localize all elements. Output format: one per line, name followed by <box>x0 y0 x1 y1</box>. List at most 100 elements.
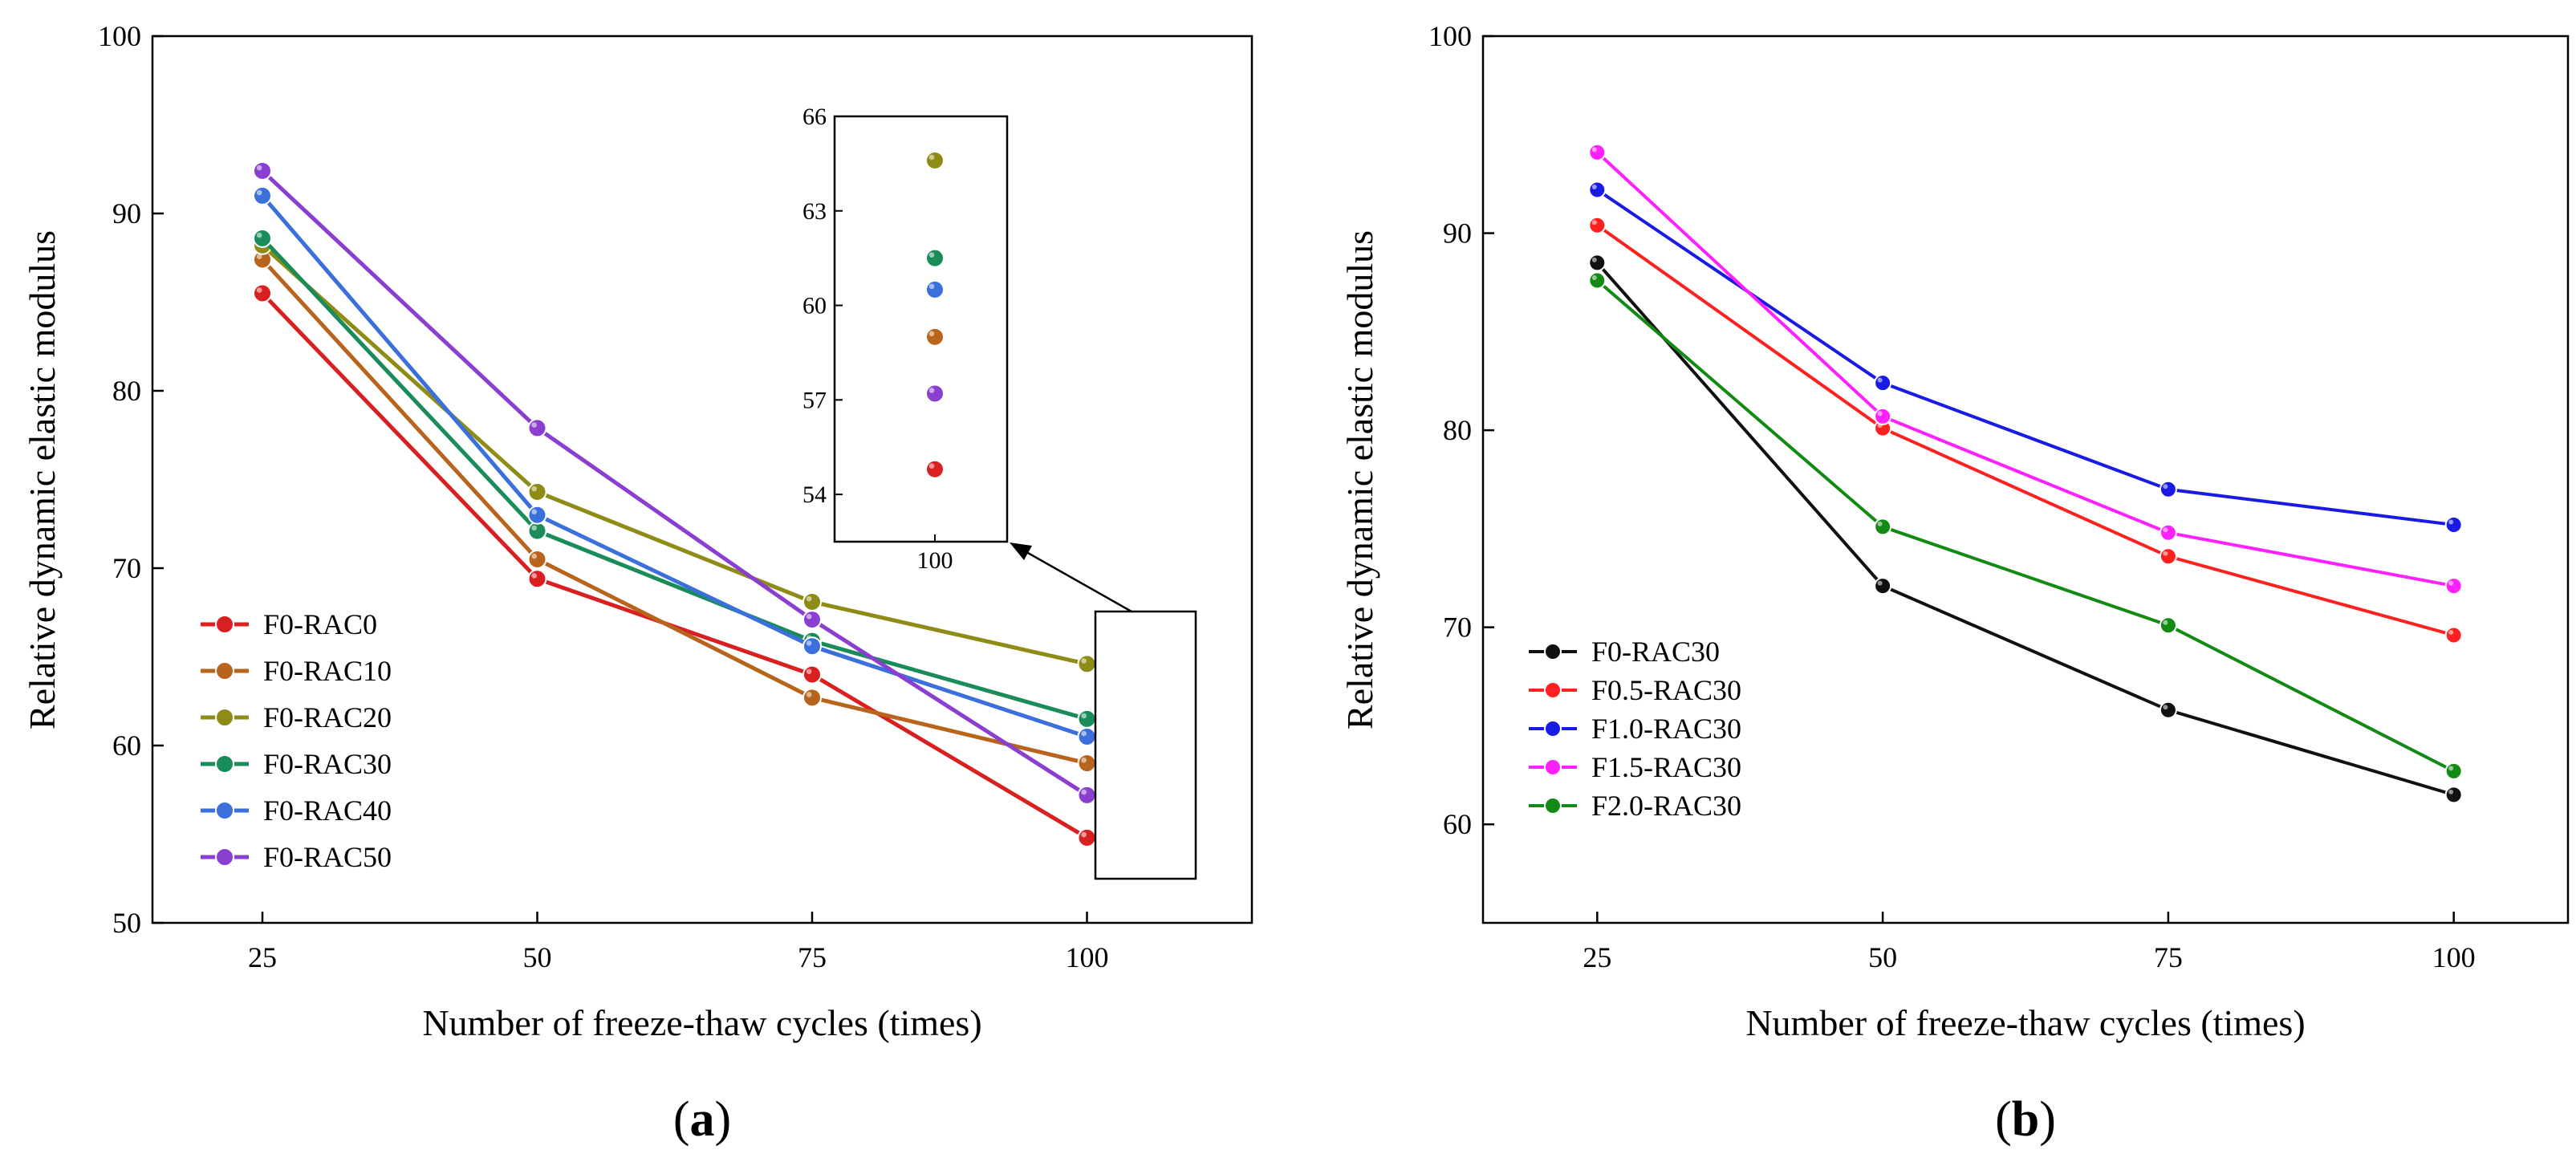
data-point <box>2159 616 2177 635</box>
data-point <box>1588 271 1607 290</box>
series-F0-RAC10 <box>253 250 1097 774</box>
series-F0-RAC20 <box>253 235 1097 674</box>
data-point <box>527 481 547 502</box>
series-group-a <box>253 160 1097 847</box>
y-tick-label: 80 <box>1443 414 1472 446</box>
series-F1.5-RAC30 <box>1588 143 2463 595</box>
inset-x-tick-label: 100 <box>917 547 953 574</box>
inset-data-point <box>925 279 945 299</box>
data-point-highlight <box>2448 766 2454 771</box>
series-line <box>261 169 1088 797</box>
inset-y-tick-label: 63 <box>802 198 827 225</box>
x-tick-label: 75 <box>798 941 827 973</box>
y-tick-label: 100 <box>98 20 141 52</box>
plot-frame-a <box>151 35 1253 924</box>
data-point-highlight <box>256 189 262 196</box>
data-point <box>253 160 272 181</box>
data-point <box>253 185 272 205</box>
y-tick-label: 80 <box>112 375 141 407</box>
chart-panel-a: 50 60 70 80 90 100 25 50 75 100 Relative dynamic… <box>22 20 1253 1147</box>
data-point-highlight <box>256 165 262 171</box>
inset-data-point-highlight <box>928 463 935 469</box>
data-point-highlight <box>531 525 537 531</box>
data-point <box>527 418 547 438</box>
data-point <box>802 610 822 630</box>
y-tick-label: 50 <box>112 907 141 939</box>
data-point-highlight <box>1081 713 1087 719</box>
data-point-highlight <box>256 254 262 259</box>
y-tick-label: 90 <box>112 197 141 230</box>
y-tick-label: 60 <box>1443 808 1472 840</box>
series-group-b <box>1588 143 2463 804</box>
x-tick-label: 100 <box>2432 941 2476 973</box>
legend-label: F2.0-RAC30 <box>1591 790 1741 822</box>
inset-y-axis: 54 57 60 63 66 <box>802 104 843 508</box>
legend-label: F0-RAC0 <box>263 608 377 640</box>
series-line <box>1596 224 2455 637</box>
inset-y-tick-label: 66 <box>802 104 827 130</box>
legend-label: F0-RAC30 <box>1591 636 1720 668</box>
data-point-highlight <box>1591 220 1597 226</box>
data-point <box>2444 762 2463 780</box>
y-tick-label: 60 <box>112 729 141 762</box>
data-point-highlight <box>1877 377 1883 383</box>
legend-label: F0-RAC10 <box>263 655 392 687</box>
legend-swatch-marker <box>215 615 234 634</box>
data-point <box>527 569 547 589</box>
data-point <box>1588 181 1607 199</box>
inset-data-point <box>925 384 945 404</box>
series-F2.0-RAC30 <box>1588 271 2463 780</box>
data-point-highlight <box>806 692 812 697</box>
legend-swatch-marker <box>1544 720 1562 737</box>
data-point <box>527 505 547 525</box>
series-F0-RAC50 <box>253 160 1097 805</box>
legend-swatch-marker <box>215 661 234 681</box>
series-line <box>1595 151 2455 588</box>
legend-swatch-marker <box>1544 797 1562 815</box>
series-line <box>261 237 1088 721</box>
data-point <box>2444 577 2463 595</box>
data-point <box>1077 654 1097 674</box>
series-line <box>1595 262 2455 797</box>
data-point <box>1874 407 1892 425</box>
data-point-highlight <box>2163 484 2168 490</box>
legend-label: F0-RAC30 <box>263 748 392 780</box>
data-point-highlight <box>2163 620 2168 625</box>
legend-item: F2.0-RAC30 <box>1529 790 1741 822</box>
data-point <box>802 688 822 708</box>
data-point <box>527 549 547 569</box>
data-point-highlight <box>2448 789 2454 794</box>
data-point-highlight <box>2163 705 2168 710</box>
data-point-highlight <box>2163 527 2168 533</box>
data-point-highlight <box>806 613 812 620</box>
data-point <box>1874 577 1892 595</box>
data-point <box>527 521 547 541</box>
data-point-highlight <box>531 573 537 579</box>
data-point <box>1588 254 1607 272</box>
zoom-arrow-line <box>1014 544 1132 613</box>
legend-b: F0-RAC30 F0.5-RAC30 F1.0-RAC30 F1.5-RAC30 F2… <box>1529 636 1741 822</box>
data-point-highlight <box>531 553 537 559</box>
y-axis-title-a: Relative dynamic elastic modulus <box>22 230 63 729</box>
legend-swatch-marker <box>215 754 234 774</box>
data-point-highlight <box>1081 730 1087 737</box>
legend-swatch-marker <box>1544 758 1562 776</box>
data-point-highlight <box>1591 257 1597 262</box>
y-axis-a: 50 60 70 80 90 100 <box>98 20 164 939</box>
legend-label: F1.5-RAC30 <box>1591 751 1741 783</box>
data-point-highlight <box>1877 521 1883 526</box>
inset-frame <box>833 115 1009 543</box>
legend-item: F1.5-RAC30 <box>1529 751 1741 783</box>
y-axis-title-b: Relative dynamic elastic modulus <box>1339 230 1380 729</box>
inset-points <box>925 150 945 479</box>
data-point-highlight <box>1877 411 1883 416</box>
data-point <box>802 591 822 612</box>
legend-item: F0-RAC10 <box>201 655 392 687</box>
legend-label: F0.5-RAC30 <box>1591 674 1741 706</box>
legend-item: F0.5-RAC30 <box>1529 674 1741 706</box>
data-point <box>2159 701 2177 719</box>
y-tick-label: 90 <box>1443 217 1472 250</box>
x-tick-label: 50 <box>1868 941 1897 973</box>
inset-data-point-highlight <box>928 154 935 160</box>
